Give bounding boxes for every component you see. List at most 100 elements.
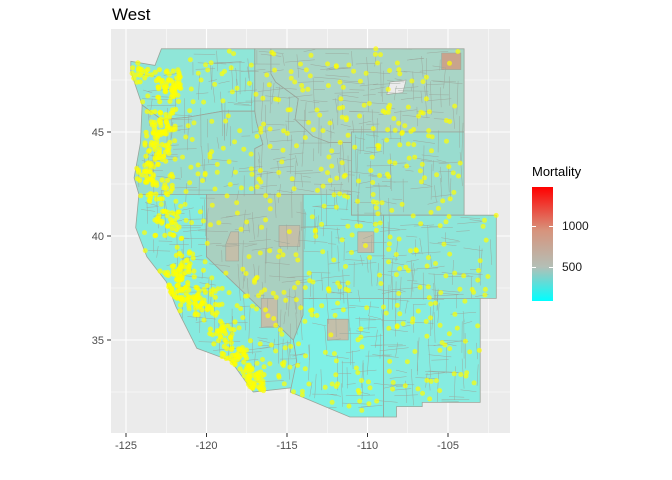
location-point (451, 189, 457, 195)
location-point (248, 62, 254, 68)
location-point (346, 62, 352, 68)
location-point (387, 68, 393, 73)
location-point (358, 326, 364, 332)
location-point (142, 230, 147, 236)
location-point (157, 268, 163, 274)
location-point (254, 360, 260, 366)
location-point (295, 362, 301, 368)
location-point (420, 79, 426, 85)
location-point (409, 319, 415, 325)
location-point (163, 84, 169, 90)
legend-label: 500 (562, 260, 583, 274)
location-point (393, 252, 399, 257)
location-point (245, 362, 251, 368)
location-point (390, 380, 396, 385)
location-point (329, 399, 335, 405)
x-tick-label: -125 (115, 440, 137, 452)
location-point (152, 109, 158, 115)
location-point (352, 144, 358, 150)
location-point (156, 84, 162, 90)
location-point (273, 294, 279, 300)
location-point (260, 95, 266, 101)
location-point (238, 185, 244, 191)
location-point (361, 102, 367, 108)
location-point (396, 67, 402, 73)
location-point (387, 159, 393, 165)
location-point (142, 142, 148, 148)
location-point (201, 286, 207, 292)
location-point (170, 79, 176, 85)
location-point (276, 170, 282, 175)
location-point (345, 223, 351, 229)
location-point (281, 128, 287, 134)
location-point (134, 79, 140, 85)
location-point (454, 325, 460, 331)
location-point (176, 267, 182, 273)
location-point (134, 165, 140, 171)
location-point (214, 161, 220, 167)
location-point (253, 91, 259, 97)
location-point (343, 264, 348, 269)
location-point (163, 185, 169, 191)
location-point (237, 128, 243, 134)
location-point (249, 379, 255, 385)
location-point (217, 330, 223, 336)
location-point (351, 68, 357, 74)
location-point (437, 388, 443, 394)
location-point (359, 344, 365, 350)
location-point (340, 307, 346, 313)
location-point (258, 125, 264, 131)
location-point (389, 207, 395, 213)
location-point (169, 92, 175, 98)
location-point (374, 398, 380, 404)
location-point (164, 213, 170, 219)
location-point (433, 261, 438, 266)
location-point (186, 263, 192, 269)
location-point (438, 290, 444, 296)
location-point (366, 101, 372, 106)
location-point (134, 72, 140, 78)
location-point (148, 119, 154, 125)
location-point (201, 317, 207, 323)
location-point (250, 303, 255, 309)
location-point (332, 312, 338, 318)
location-point (426, 295, 432, 301)
location-point (447, 119, 453, 124)
location-point (176, 98, 182, 104)
location-point (434, 172, 440, 178)
location-point (178, 296, 185, 302)
location-point (263, 217, 269, 223)
location-point (463, 373, 469, 379)
location-point (186, 306, 192, 312)
location-point (209, 118, 215, 124)
location-point (204, 283, 210, 289)
location-point (215, 338, 222, 344)
location-point (402, 383, 408, 389)
location-point (451, 371, 457, 377)
location-point (412, 349, 418, 354)
location-point (404, 359, 410, 365)
location-point (261, 364, 267, 370)
location-point (208, 305, 214, 311)
location-point (208, 60, 214, 66)
location-point (224, 345, 230, 352)
location-point (450, 170, 456, 176)
location-point (159, 218, 165, 225)
location-point (246, 80, 252, 86)
location-point (314, 107, 320, 113)
location-point (169, 171, 175, 177)
location-point (358, 223, 363, 229)
location-point (428, 301, 434, 307)
location-point (142, 162, 148, 168)
location-point (319, 303, 325, 309)
location-point (343, 286, 349, 292)
location-point (392, 127, 398, 133)
location-point (214, 169, 220, 175)
location-point (424, 377, 430, 383)
location-point (155, 161, 161, 167)
location-point (279, 159, 285, 165)
location-point (390, 386, 396, 392)
location-point (225, 113, 231, 119)
location-point (234, 200, 240, 206)
location-point (265, 313, 271, 319)
